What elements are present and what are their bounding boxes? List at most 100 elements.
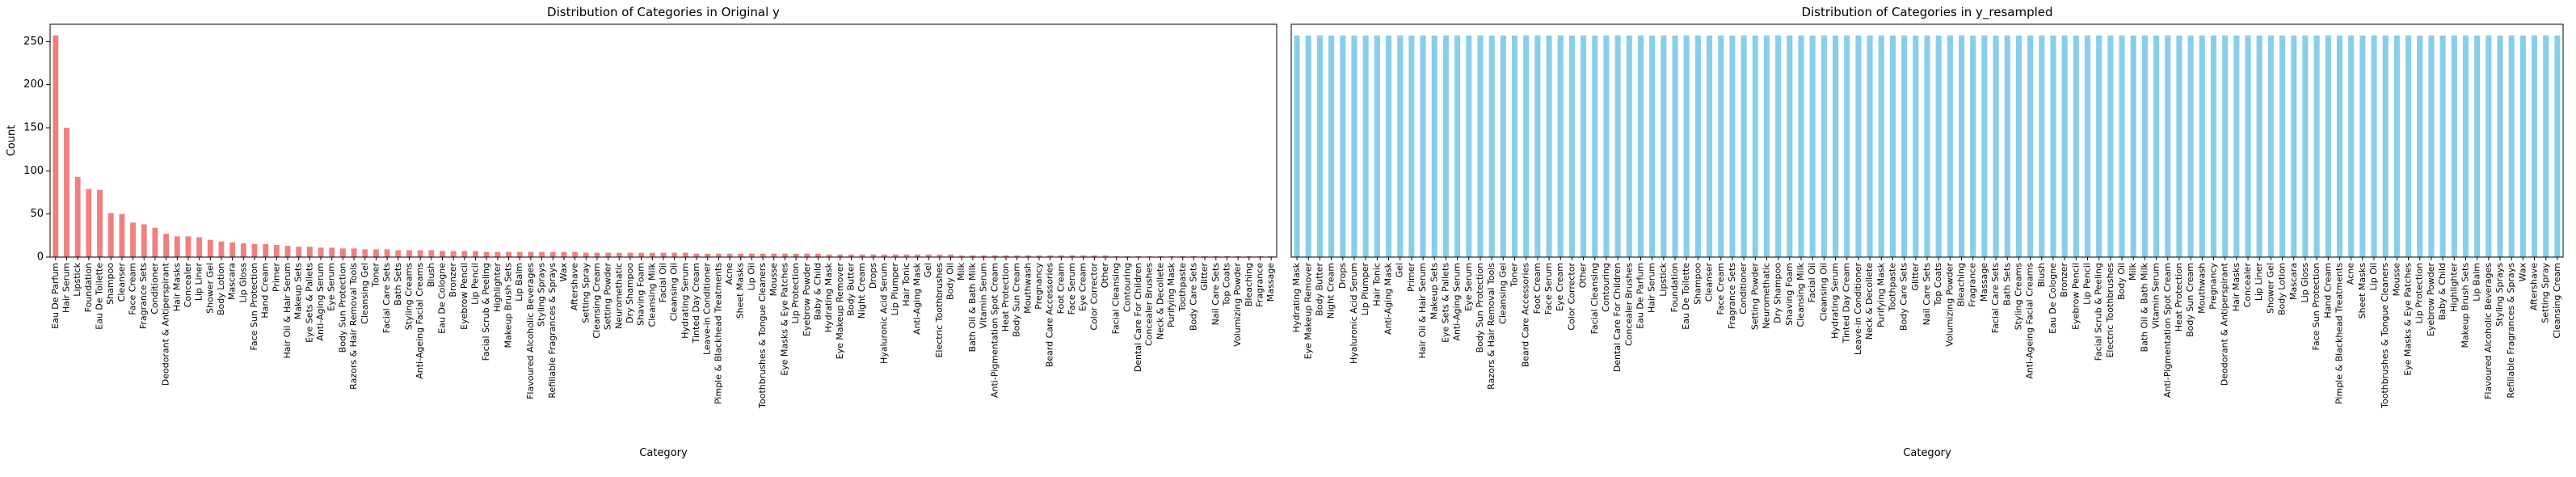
x-tick-label: Toner: [1509, 263, 1520, 288]
bar: [1672, 35, 1678, 257]
bar: [1442, 35, 1449, 257]
x-tick-label: Other: [1578, 263, 1589, 289]
chart-title: Distribution of Categories in Original y: [547, 5, 780, 19]
bar: [2050, 35, 2056, 257]
bar: [384, 249, 390, 257]
bar: [1135, 255, 1142, 257]
bar: [306, 247, 313, 257]
bar: [682, 252, 688, 257]
bar: [1511, 35, 1518, 257]
x-tick-label: Makeup Brush Sets: [2460, 263, 2470, 348]
bar: [528, 251, 534, 257]
x-tick-label: Eye Cream: [1555, 263, 1565, 311]
x-tick-label: Top Coats: [1933, 263, 1943, 307]
x-tick-label: Eye Serum: [326, 263, 337, 311]
bar: [1787, 35, 1793, 257]
x-tick-label: Gel: [923, 263, 933, 277]
x-tick-label: Lip Protection: [790, 263, 801, 323]
bar: [804, 253, 810, 257]
bar: [2245, 35, 2251, 257]
x-tick-label: Eau De Toilette: [95, 263, 105, 330]
bar: [1025, 255, 1031, 257]
x-tick-label: Color Corrector: [1566, 263, 1576, 331]
x-tick-label: Beard Care Accessories: [1045, 263, 1055, 368]
x-tick-label: Hair Serum: [1647, 263, 1657, 313]
bar: [892, 254, 899, 257]
x-tick-label: Eyebrow Pencil: [2070, 263, 2081, 330]
bar: [1981, 35, 1988, 257]
bar: [2210, 35, 2217, 257]
x-tick-label: Concealer: [183, 263, 193, 308]
bar: [2497, 35, 2503, 257]
bar: [1924, 35, 1930, 257]
bar: [2176, 35, 2182, 257]
bar: [605, 252, 612, 257]
bar: [1867, 35, 1873, 257]
bar: [97, 189, 103, 257]
x-tick-label: Setting Spray: [2540, 263, 2551, 323]
bar: [848, 254, 854, 257]
bar: [738, 253, 744, 257]
bar: [395, 250, 402, 257]
x-tick-label: Hair Tonic: [1371, 263, 1382, 306]
x-tick-label: Facial Oil: [1807, 263, 1817, 302]
bar: [2359, 35, 2366, 257]
bar: [1257, 255, 1263, 257]
bar: [1775, 35, 1782, 257]
bar: [2096, 35, 2102, 257]
bar: [2233, 35, 2240, 257]
bar: [958, 255, 965, 257]
bar: [1523, 35, 1530, 257]
x-tick-label: Concealer Brushes: [1623, 263, 1634, 346]
x-tick-label: Hyaluronic Acid Serum: [1349, 263, 1359, 364]
x-tick-label: Facial Scrub & Peeling: [2094, 263, 2104, 361]
bar: [915, 254, 920, 257]
x-tick-label: Facial Scrub & Peeling: [481, 263, 491, 361]
x-tick-label: Baby & Child: [2437, 263, 2448, 320]
x-tick-label: Beard Care Accessories: [1521, 263, 1531, 368]
x-tick-label: Leave-in Conditioner: [702, 263, 713, 355]
bar: [2015, 35, 2022, 257]
x-tick-label: Volumizing Powder: [1944, 263, 1955, 347]
x-tick-label: Lip Gloss: [2300, 263, 2310, 303]
x-tick-label: Hair Tonic: [901, 263, 911, 306]
x-tick-label: Anti-Ageing Facial Creams: [2025, 263, 2035, 379]
bar: [2519, 35, 2526, 257]
bar: [2141, 35, 2148, 257]
x-tick-label: Setting Spray: [580, 263, 591, 323]
bar: [2313, 35, 2320, 257]
y-tick-label: 100: [23, 165, 44, 177]
x-tick-label: Nail Care Sets: [1210, 263, 1221, 326]
x-tick-label: Milk: [2128, 262, 2138, 281]
x-tick-label: Anti-Aging Mask: [1383, 262, 1394, 335]
x-tick-label: Anti-Pigmentation Spot Cream: [2162, 263, 2173, 398]
bar: [196, 237, 203, 257]
x-tick-label: Shaving Foam: [636, 263, 646, 326]
x-tick-label: Lip Pencil: [2082, 263, 2093, 305]
x-tick-label: Eye Masks & Eye Patches: [779, 263, 789, 376]
x-tick-label: Wax: [2517, 263, 2528, 282]
bar: [284, 246, 291, 257]
x-tick-label: Neuromethatic: [613, 263, 624, 329]
x-tick-label: Lip Oil: [746, 263, 756, 290]
bar: [1340, 35, 1346, 257]
bar: [991, 255, 998, 257]
x-tick-label: Top Coats: [1221, 263, 1231, 307]
x-tick-label: Eau De Parfum: [1635, 263, 1645, 329]
bar: [1168, 255, 1175, 257]
bar: [1113, 255, 1120, 257]
bar: [1305, 35, 1311, 257]
x-tick-label: Lip Oil: [2368, 263, 2379, 290]
x-tick-label: Contouring: [1122, 263, 1132, 312]
x-tick-label: Mousse: [2391, 263, 2401, 297]
x-tick-label: Lip Liner: [2254, 263, 2264, 302]
bar: [837, 254, 844, 257]
x-tick-label: Color Corrector: [1088, 263, 1099, 331]
bar: [1901, 35, 1908, 257]
bar: [2325, 35, 2331, 257]
x-tick-label: Pregnancy: [2208, 263, 2219, 310]
x-tick-label: Setting Powder: [1749, 263, 1760, 331]
bar: [2371, 35, 2377, 257]
x-tick-label: Electric Toothbrushes: [2105, 263, 2115, 358]
